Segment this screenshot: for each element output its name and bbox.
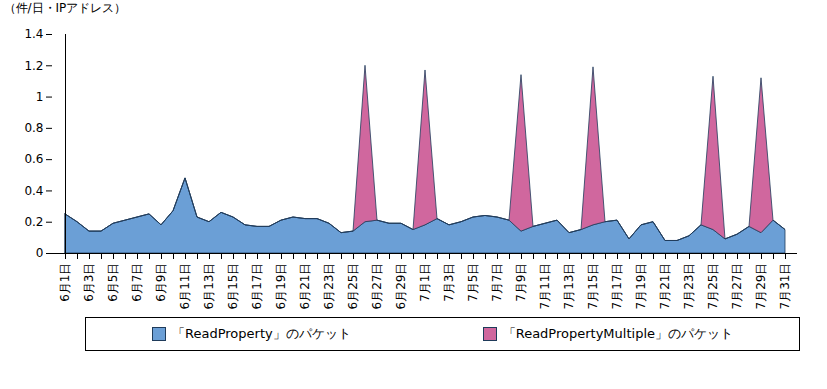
svg-text:7月27日: 7月27日 — [730, 263, 744, 310]
svg-text:7月23日: 7月23日 — [682, 263, 696, 310]
svg-text:6月13日: 6月13日 — [202, 263, 216, 310]
svg-text:6月29日: 6月29日 — [394, 263, 408, 310]
svg-text:7月5日: 7月5日 — [466, 263, 480, 302]
svg-text:1.2: 1.2 — [24, 59, 43, 73]
svg-text:6月15日: 6月15日 — [226, 263, 240, 310]
svg-text:6月5日: 6月5日 — [106, 263, 120, 302]
html-text:「ReadPropertyMultiple」のパケット: 「ReadPropertyMultiple」のパケット — [502, 326, 733, 341]
svg-text:1: 1 — [36, 90, 44, 104]
svg-text:7月3日: 7月3日 — [442, 263, 456, 302]
svg-text:（件/日・IPアドレス）: （件/日・IPアドレス） — [4, 1, 127, 15]
svg-text:1.4: 1.4 — [24, 27, 43, 41]
svg-text:6月27日: 6月27日 — [370, 263, 384, 310]
svg-text:7月31日: 7月31日 — [778, 263, 792, 310]
svg-text:7月19日: 7月19日 — [634, 263, 648, 310]
svg-text:6月23日: 6月23日 — [322, 263, 336, 310]
svg-text:0.4: 0.4 — [24, 184, 43, 198]
svg-text:6月1日: 6月1日 — [58, 263, 72, 302]
svg-text:6月9日: 6月9日 — [154, 263, 168, 302]
svg-text:6月17日: 6月17日 — [250, 263, 264, 310]
svg-text:0.8: 0.8 — [24, 121, 43, 135]
svg-text:7月11日: 7月11日 — [538, 263, 552, 310]
svg-text:7月21日: 7月21日 — [658, 263, 672, 310]
svg-text:7月25日: 7月25日 — [706, 263, 720, 310]
svg-text:7月29日: 7月29日 — [754, 263, 768, 310]
svg-text:0.6: 0.6 — [24, 152, 43, 166]
svg-text:7月15日: 7月15日 — [586, 263, 600, 310]
svg-text:7月13日: 7月13日 — [562, 263, 576, 310]
svg-text:6月25日: 6月25日 — [346, 263, 360, 310]
svg-text:7月17日: 7月17日 — [610, 263, 624, 310]
html-text:「ReadProperty」のパケット: 「ReadProperty」のパケット — [172, 326, 351, 341]
svg-text:7月7日: 7月7日 — [490, 263, 504, 302]
svg-text:0: 0 — [36, 246, 44, 260]
svg-text:6月7日: 6月7日 — [130, 263, 144, 302]
svg-text:6月21日: 6月21日 — [298, 263, 312, 310]
svg-text:7月9日: 7月9日 — [514, 263, 528, 302]
svg-text:6月3日: 6月3日 — [82, 263, 96, 302]
svg-text:7月1日: 7月1日 — [418, 263, 432, 302]
svg-text:6月11日: 6月11日 — [178, 263, 192, 310]
svg-text:6月19日: 6月19日 — [274, 263, 288, 310]
svg-text:0.2: 0.2 — [24, 215, 43, 229]
